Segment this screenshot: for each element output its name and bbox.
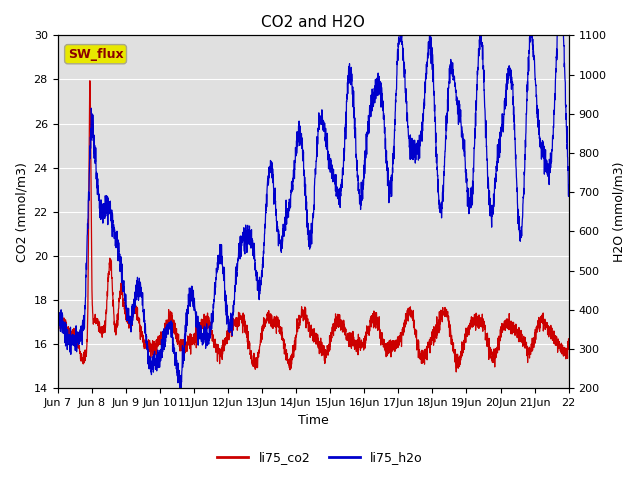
Legend: li75_co2, li75_h2o: li75_co2, li75_h2o	[212, 446, 428, 469]
Text: SW_flux: SW_flux	[68, 48, 124, 60]
Title: CO2 and H2O: CO2 and H2O	[261, 15, 365, 30]
Y-axis label: H2O (mmol/m3): H2O (mmol/m3)	[612, 162, 625, 262]
Y-axis label: CO2 (mmol/m3): CO2 (mmol/m3)	[15, 162, 28, 262]
X-axis label: Time: Time	[298, 414, 328, 427]
